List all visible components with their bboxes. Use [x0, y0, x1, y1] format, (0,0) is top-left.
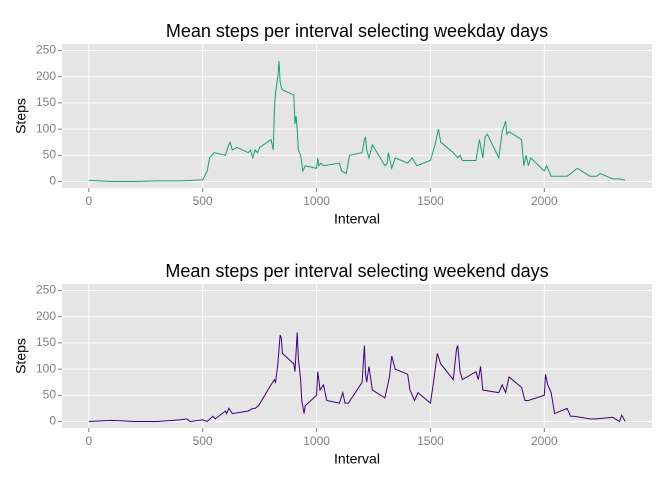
y-tick-label: 200 [36, 309, 56, 323]
y-tick-label: 50 [43, 387, 57, 401]
y-tick-label: 0 [49, 414, 56, 428]
x-tick-label: 1000 [303, 434, 330, 448]
chart-title: Mean steps per interval selecting weeken… [165, 261, 548, 281]
chart-title: Mean steps per interval selecting weekda… [166, 21, 548, 41]
y-tick-label: 150 [36, 95, 56, 109]
y-tick-label: 250 [36, 283, 56, 297]
x-tick-label: 1500 [417, 194, 444, 208]
data-line [88, 332, 626, 423]
y-tick-label: 150 [36, 335, 56, 349]
y-axis-label: Steps [13, 338, 29, 374]
x-axis-label: Interval [334, 451, 380, 467]
y-tick-label: 50 [43, 147, 57, 161]
x-tick-label: 1000 [303, 194, 330, 208]
x-tick-label: 0 [85, 194, 92, 208]
x-tick-label: 500 [193, 194, 213, 208]
plot-panel [62, 284, 652, 428]
x-axis-label: Interval [334, 211, 380, 227]
x-tick-label: 1500 [417, 434, 444, 448]
y-tick-label: 100 [36, 361, 56, 375]
y-tick-label: 200 [36, 69, 56, 83]
y-tick-label: 250 [36, 43, 56, 57]
x-tick-label: 2000 [531, 194, 558, 208]
y-axis-label: Steps [13, 98, 29, 134]
y-tick-label: 100 [36, 121, 56, 135]
data-line [88, 60, 626, 182]
x-tick-label: 500 [193, 434, 213, 448]
y-tick-label: 0 [49, 174, 56, 188]
x-tick-label: 2000 [531, 434, 558, 448]
plot-panel [62, 44, 652, 188]
x-tick-label: 0 [85, 434, 92, 448]
